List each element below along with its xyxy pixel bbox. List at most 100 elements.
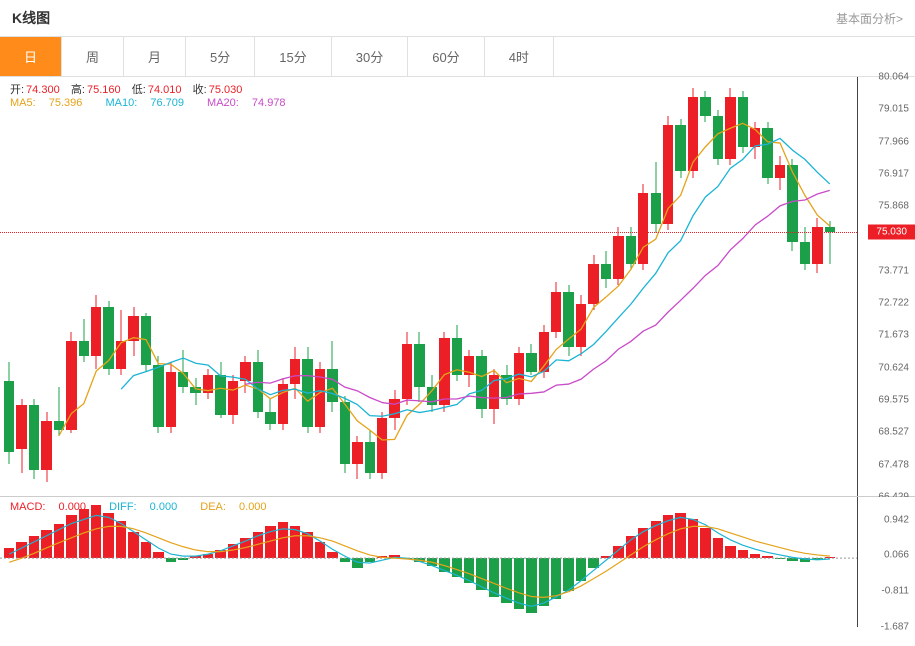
macd-bar — [41, 530, 51, 559]
candle — [377, 412, 387, 480]
macd-bar — [365, 558, 375, 562]
candle — [340, 396, 350, 473]
price-tick: 68.527 — [878, 427, 909, 438]
candle — [103, 301, 113, 375]
high-label: 高: — [71, 84, 85, 96]
candle — [414, 332, 424, 403]
candle — [215, 362, 225, 417]
price-tick: 71.673 — [878, 330, 909, 341]
candle — [427, 375, 437, 412]
macd-readout: MACD: 0.000 DIFF: 0.000 DEA: 0.000 — [10, 501, 287, 513]
ma20-value: 74.978 — [252, 97, 286, 109]
macd-bar — [29, 536, 39, 558]
analysis-link[interactable]: 基本面分析> — [836, 10, 903, 27]
candlestick-chart[interactable]: 80.06479.01577.96676.91775.86873.77172.7… — [0, 77, 915, 497]
candle — [762, 122, 772, 184]
open-label: 开: — [10, 84, 24, 96]
macd-value: 0.000 — [59, 501, 87, 513]
macd-bar — [464, 558, 474, 582]
macd-chart[interactable]: MACD: 0.000 DIFF: 0.000 DEA: 0.000 0.942… — [0, 497, 915, 627]
macd-bar — [688, 519, 698, 558]
candle — [576, 295, 586, 357]
dea-label: DEA: — [200, 501, 226, 513]
price-tick: 75.868 — [878, 201, 909, 212]
candle — [452, 325, 462, 380]
macd-tick: -0.811 — [881, 586, 909, 597]
macd-bar — [787, 558, 797, 561]
close-price-line — [0, 232, 857, 233]
candle — [675, 119, 685, 178]
macd-bar — [576, 558, 586, 580]
ma10-value: 76.709 — [150, 97, 184, 109]
macd-bar — [414, 558, 424, 562]
macd-bar — [116, 521, 126, 558]
macd-bar — [141, 542, 151, 558]
candle — [750, 122, 760, 159]
tab-周[interactable]: 周 — [62, 37, 124, 76]
price-tick: 80.064 — [878, 72, 909, 83]
macd-tick: 0.066 — [884, 550, 909, 561]
macd-bar — [825, 557, 835, 558]
candle — [178, 350, 188, 393]
tab-15分[interactable]: 15分 — [255, 37, 331, 76]
candle — [725, 88, 735, 165]
macd-bar — [601, 556, 611, 558]
candle — [128, 307, 138, 356]
macd-bar — [4, 548, 14, 558]
tab-60分[interactable]: 60分 — [408, 37, 484, 76]
low-value: 74.010 — [148, 84, 182, 96]
candle — [663, 116, 673, 230]
candle — [402, 332, 412, 406]
macd-bar — [651, 521, 661, 558]
candle — [4, 362, 14, 464]
candle — [651, 162, 661, 233]
macd-bar — [315, 542, 325, 558]
candle — [79, 319, 89, 362]
candle — [190, 378, 200, 406]
price-tick: 69.575 — [878, 395, 909, 406]
close-label: 收: — [193, 84, 207, 96]
macd-bar — [402, 558, 412, 559]
candle — [588, 255, 598, 310]
macd-bar — [265, 526, 275, 558]
candle — [800, 227, 810, 270]
macd-bar — [253, 532, 263, 559]
macd-bar — [588, 558, 598, 568]
macd-bar — [128, 532, 138, 559]
macd-bar — [327, 552, 337, 558]
open-value: 74.300 — [26, 84, 60, 96]
candle — [812, 218, 822, 273]
macd-bar — [750, 554, 760, 558]
tab-月[interactable]: 月 — [124, 37, 186, 76]
macd-bar — [663, 515, 673, 558]
macd-bar — [340, 558, 350, 562]
candle — [66, 332, 76, 434]
macd-bar — [675, 513, 685, 558]
candle — [563, 285, 573, 356]
candle — [327, 341, 337, 412]
candle — [153, 356, 163, 433]
candle — [775, 156, 785, 190]
page-title: K线图 — [12, 8, 50, 28]
candle — [141, 313, 151, 372]
tab-30分[interactable]: 30分 — [332, 37, 408, 76]
candle — [601, 251, 611, 288]
candle — [166, 362, 176, 433]
diff-value: 0.000 — [150, 501, 178, 513]
candle — [278, 378, 288, 430]
candle — [688, 88, 698, 177]
ma10-label: MA10: — [105, 97, 137, 109]
candle — [365, 430, 375, 479]
macd-bar — [389, 555, 399, 558]
candle — [41, 412, 51, 483]
macd-tick: 0.942 — [884, 514, 909, 525]
tab-日[interactable]: 日 — [0, 37, 62, 76]
candle — [713, 110, 723, 165]
tab-4时[interactable]: 4时 — [485, 37, 554, 76]
candle — [464, 350, 474, 387]
macd-bar — [215, 550, 225, 558]
tab-5分[interactable]: 5分 — [186, 37, 255, 76]
price-tick: 70.624 — [878, 362, 909, 373]
macd-bar — [738, 550, 748, 558]
timeframe-tabs: 日周月5分15分30分60分4时 — [0, 37, 915, 77]
